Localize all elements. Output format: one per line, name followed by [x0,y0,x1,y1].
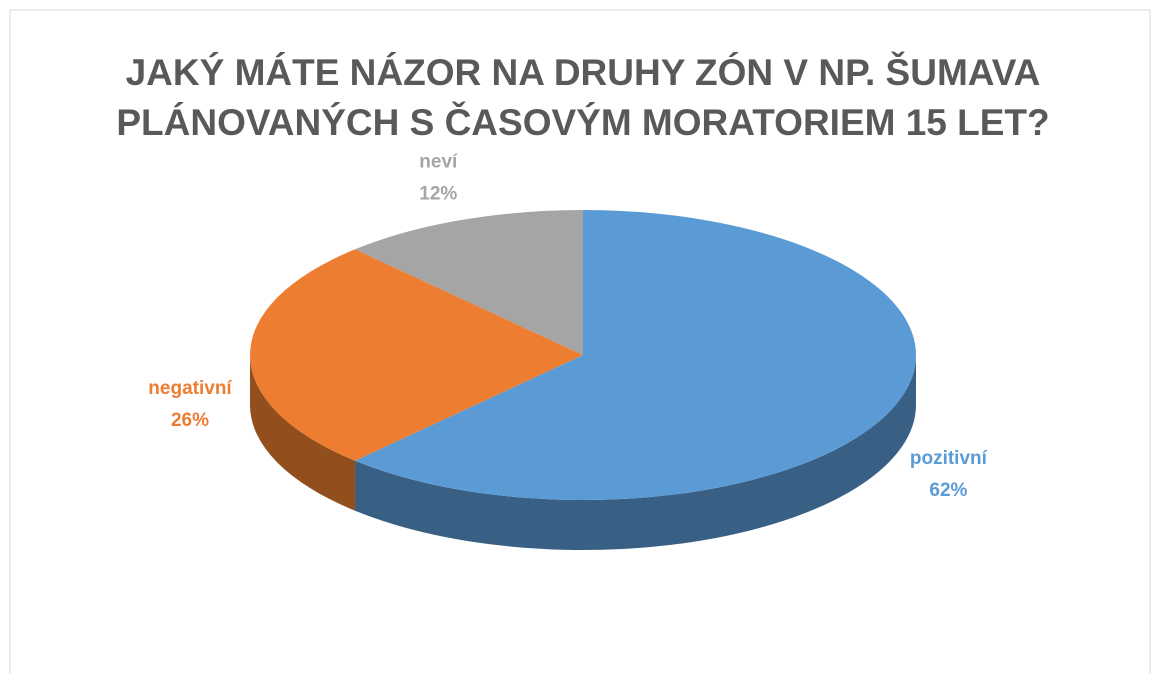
data-label-value: 26% [171,410,209,431]
chart-frame [9,9,1151,674]
data-label-value: 12% [419,183,457,204]
slice-side [355,355,917,550]
chart-title: PLÁNOVANÝCH S ČASOVÝM MORATORIEM 15 LET? [116,101,1049,143]
slice [355,210,917,500]
data-label-name: pozitivní [910,448,988,469]
slice-side [250,355,356,511]
slice [249,249,583,461]
chart-title: JAKÝ MÁTE NÁZOR NA DRUHY ZÓN V NP. ŠUMAV… [126,51,1041,93]
data-label-value: 62% [929,480,967,501]
slice [355,210,583,355]
data-label-name: neví [419,151,458,172]
data-label-name: negativní [148,378,232,399]
